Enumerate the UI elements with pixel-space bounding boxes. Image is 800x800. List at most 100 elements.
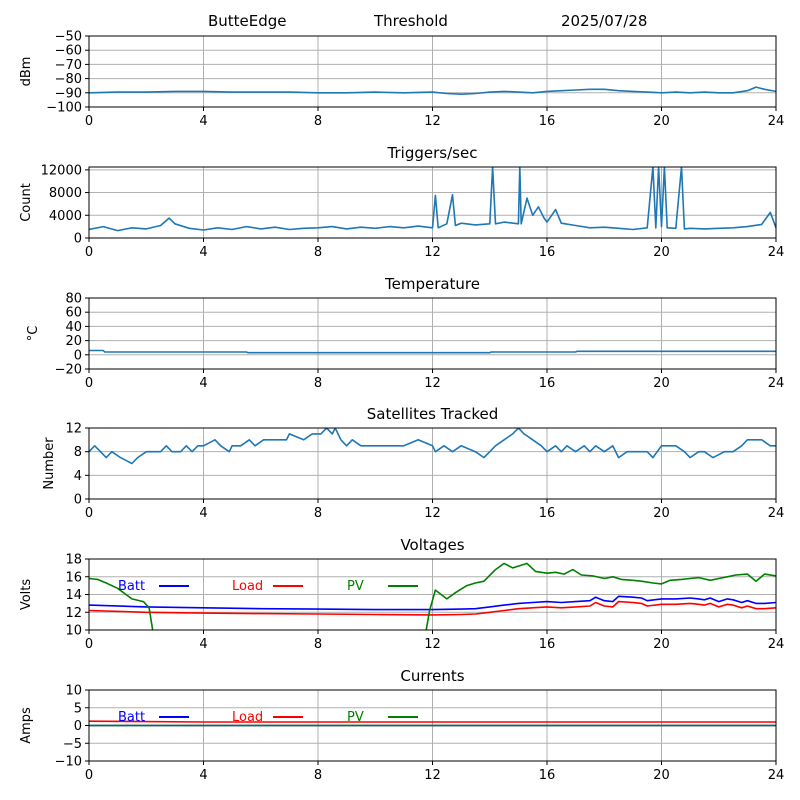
signal-level-panel: 0 4 8 12 16 20 24 −100−90−80−70−60−50 dBm <box>19 30 784 130</box>
currents-legend-pv-label: PV <box>347 710 364 725</box>
voltages-xtick-label: 12 <box>424 637 441 652</box>
satellites-panel: 0 4 8 12 16 20 24 0 4 8 12 Number Satellites Tracked <box>42 405 784 521</box>
currents-xtick-label: 12 <box>424 768 441 783</box>
voltages-xtick-label: 0 <box>85 637 93 652</box>
temperature-xtick-label: 16 <box>539 376 556 391</box>
currents-legend-load-label: Load <box>232 710 263 725</box>
temperature-ylabel: °C <box>26 326 41 342</box>
voltages-series-group <box>89 562 776 630</box>
voltages-legend-load-label: Load <box>232 579 263 594</box>
voltages-legend-batt-label: Batt <box>118 579 145 594</box>
temperature-title: Temperature <box>384 275 480 293</box>
temperature-series-group <box>89 349 776 354</box>
voltages-load-line <box>89 600 776 616</box>
satellites-ytick-label: 4 <box>74 469 82 484</box>
satellites-xtick-label: 24 <box>768 506 785 521</box>
voltages-title: Voltages <box>400 536 464 554</box>
voltages-xtick-label: 16 <box>539 637 556 652</box>
triggers-xtick-label: 8 <box>314 245 322 260</box>
voltages-pv-line <box>89 562 776 630</box>
triggers-panel: 0 4 8 12 16 20 24 0 4000 8000 12000 Count Triggers/s… <box>19 144 784 260</box>
satellites-ytick-label: 0 <box>74 493 82 508</box>
triggers-xtick-label: 20 <box>653 245 670 260</box>
report-date: 2025/07/28 <box>561 12 648 30</box>
temperature-xtick-label: 8 <box>314 376 322 391</box>
triggers-xtick-label: 16 <box>539 245 556 260</box>
temperature-xtick-label: 20 <box>653 376 670 391</box>
signal-level-xtick-label: 16 <box>539 114 556 129</box>
triggers-ytick-label: 8000 <box>49 186 82 201</box>
satellites-xtick-label: 16 <box>539 506 556 521</box>
signal-level-ytick-label: −80 <box>55 72 82 87</box>
currents-xtick-label: 0 <box>85 768 93 783</box>
triggers-ytick-label: 0 <box>74 232 82 247</box>
temperature-ytick-label: 80 <box>65 292 82 307</box>
signal-level-ytick-label: −60 <box>55 44 82 59</box>
signal-level-ytick-label: −90 <box>55 86 82 101</box>
triggers-ytick-label: 12000 <box>41 163 82 178</box>
satellites-ytick-label: 8 <box>74 445 82 460</box>
voltages-legend-pv-label: PV <box>347 579 364 594</box>
triggers-ytick-label: 4000 <box>49 209 82 224</box>
temperature-ytick-label: −20 <box>55 363 82 378</box>
currents-xtick-label: 16 <box>539 768 556 783</box>
signal-level-xtick-label: 12 <box>424 114 441 129</box>
satellites-series-0-line <box>89 428 776 465</box>
triggers-title: Triggers/sec <box>387 144 478 162</box>
triggers-series-group <box>89 167 776 232</box>
signal-level-xtick-label: 8 <box>314 114 322 129</box>
voltages-xtick-label: 4 <box>199 637 207 652</box>
temperature-xtick-label: 24 <box>768 376 785 391</box>
satellites-xtick-label: 12 <box>424 506 441 521</box>
satellites-ylabel: Number <box>42 437 57 490</box>
signal-level-series-0-line <box>89 86 776 95</box>
voltages-ytick-label: 14 <box>65 588 82 603</box>
voltages-ytick-label: 12 <box>65 606 82 621</box>
currents-series-group <box>89 720 776 727</box>
satellites-series-group <box>89 428 776 465</box>
currents-panel: 0 4 8 12 16 20 24 −10 −5 0 5 10 Amps Currents Batt Load… <box>19 667 784 783</box>
temperature-xtick-label: 0 <box>85 376 93 391</box>
temperature-series-0-line <box>89 349 776 354</box>
voltages-xtick-label: 20 <box>653 637 670 652</box>
satellites-xtick-label: 20 <box>653 506 670 521</box>
satellites-xtick-label: 8 <box>314 506 322 521</box>
signal-level-xtick-label: 4 <box>199 114 207 129</box>
signal-level-ylabel: dBm <box>19 57 34 87</box>
signal-level-ytick-label: −50 <box>55 30 82 45</box>
satellites-ytick-label: 12 <box>65 422 82 437</box>
voltages-ytick-label: 16 <box>65 570 82 585</box>
currents-xtick-label: 24 <box>768 768 785 783</box>
currents-title: Currents <box>400 667 464 685</box>
currents-ytick-label: −5 <box>63 737 82 752</box>
voltages-batt-line <box>89 595 776 611</box>
currents-ytick-label: 5 <box>74 701 82 716</box>
voltages-ytick-label: 18 <box>65 553 82 568</box>
voltages-xtick-label: 8 <box>314 637 322 652</box>
temperature-ytick-label: 0 <box>74 348 82 363</box>
currents-ytick-label: 10 <box>65 684 82 699</box>
signal-level-xtick-label: 24 <box>768 114 785 129</box>
triggers-xtick-label: 0 <box>85 245 93 260</box>
signal-level-xtick-label: 0 <box>85 114 93 129</box>
temperature-xtick-label: 4 <box>199 376 207 391</box>
trigger-mode: Threshold <box>374 12 448 30</box>
currents-ytick-label: −10 <box>55 755 82 770</box>
triggers-xtick-label: 4 <box>199 245 207 260</box>
signal-level-ytick-label: −70 <box>55 58 82 73</box>
temperature-ytick-label: 60 <box>65 306 82 321</box>
currents-xtick-label: 4 <box>199 768 207 783</box>
temperature-xtick-label: 12 <box>424 376 441 391</box>
voltages-xtick-label: 24 <box>768 637 785 652</box>
currents-ylabel: Amps <box>19 707 34 744</box>
currents-xtick-label: 20 <box>653 768 670 783</box>
signal-level-ytick-label: −100 <box>46 101 82 116</box>
satellites-title: Satellites Tracked <box>367 405 498 423</box>
signal-level-xtick-label: 20 <box>653 114 670 129</box>
triggers-ylabel: Count <box>19 183 34 222</box>
currents-legend-batt-label: Batt <box>118 710 145 725</box>
signal-level-series-group <box>89 86 776 95</box>
temperature-ytick-label: 40 <box>65 320 82 335</box>
